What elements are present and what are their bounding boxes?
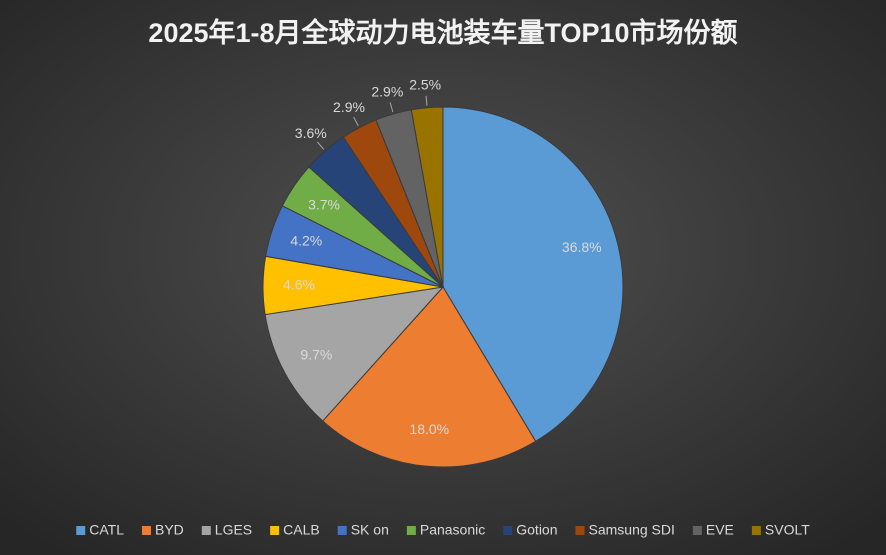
data-label: 4.6% [283,276,315,292]
data-label: 3.7% [308,197,340,213]
legend-label: Samsung SDI [589,522,675,538]
legend-marker [76,526,86,535]
pie: 36.8% 18.0% 9.7% 4.6% 4.2% 3.7% 3.6% 2.9% 2.9% 2.… [262,76,624,468]
pie-slice [410,106,444,288]
legend-marker [751,526,761,535]
leader-line [425,95,428,106]
data-label: 18.0% [409,421,449,437]
legend-label: LGES [215,522,252,538]
legend-marker [575,526,585,535]
legend-label: SVOLT [765,522,810,538]
data-label: 4.2% [290,232,322,248]
data-label: 2.9% [333,99,365,115]
legend-label: CATL [89,522,124,538]
legend-marker [270,526,280,535]
legend-marker [503,526,513,535]
data-label: 36.8% [562,239,602,255]
legend-marker [406,526,416,535]
data-label: 9.7% [300,346,332,362]
legend-label: BYD [155,522,184,538]
pie-slice [264,286,445,422]
legend: CATL BYD LGES CALB SK on Panasonic Gotion Samsu… [76,522,810,538]
legend-label: Panasonic [420,522,485,538]
legend-label: EVE [706,522,734,538]
leader-line [316,141,325,150]
legend-marker [141,526,151,535]
legend-marker [337,526,347,535]
pie-slice [322,286,537,468]
legend-marker [692,526,702,535]
pie-slice [442,106,624,443]
legend-label: SK on [351,522,389,538]
legend-label: CALB [283,522,320,538]
leader-line [389,102,394,113]
leader-line [353,116,359,127]
chart-title: 2025年1-8月全球动力电池装车量TOP10市场份额 [148,17,737,48]
data-label: 2.9% [371,84,403,100]
data-label: 3.6% [295,125,327,141]
legend-label: Gotion [516,522,557,538]
legend-marker [201,526,211,535]
data-label: 2.5% [409,76,441,92]
